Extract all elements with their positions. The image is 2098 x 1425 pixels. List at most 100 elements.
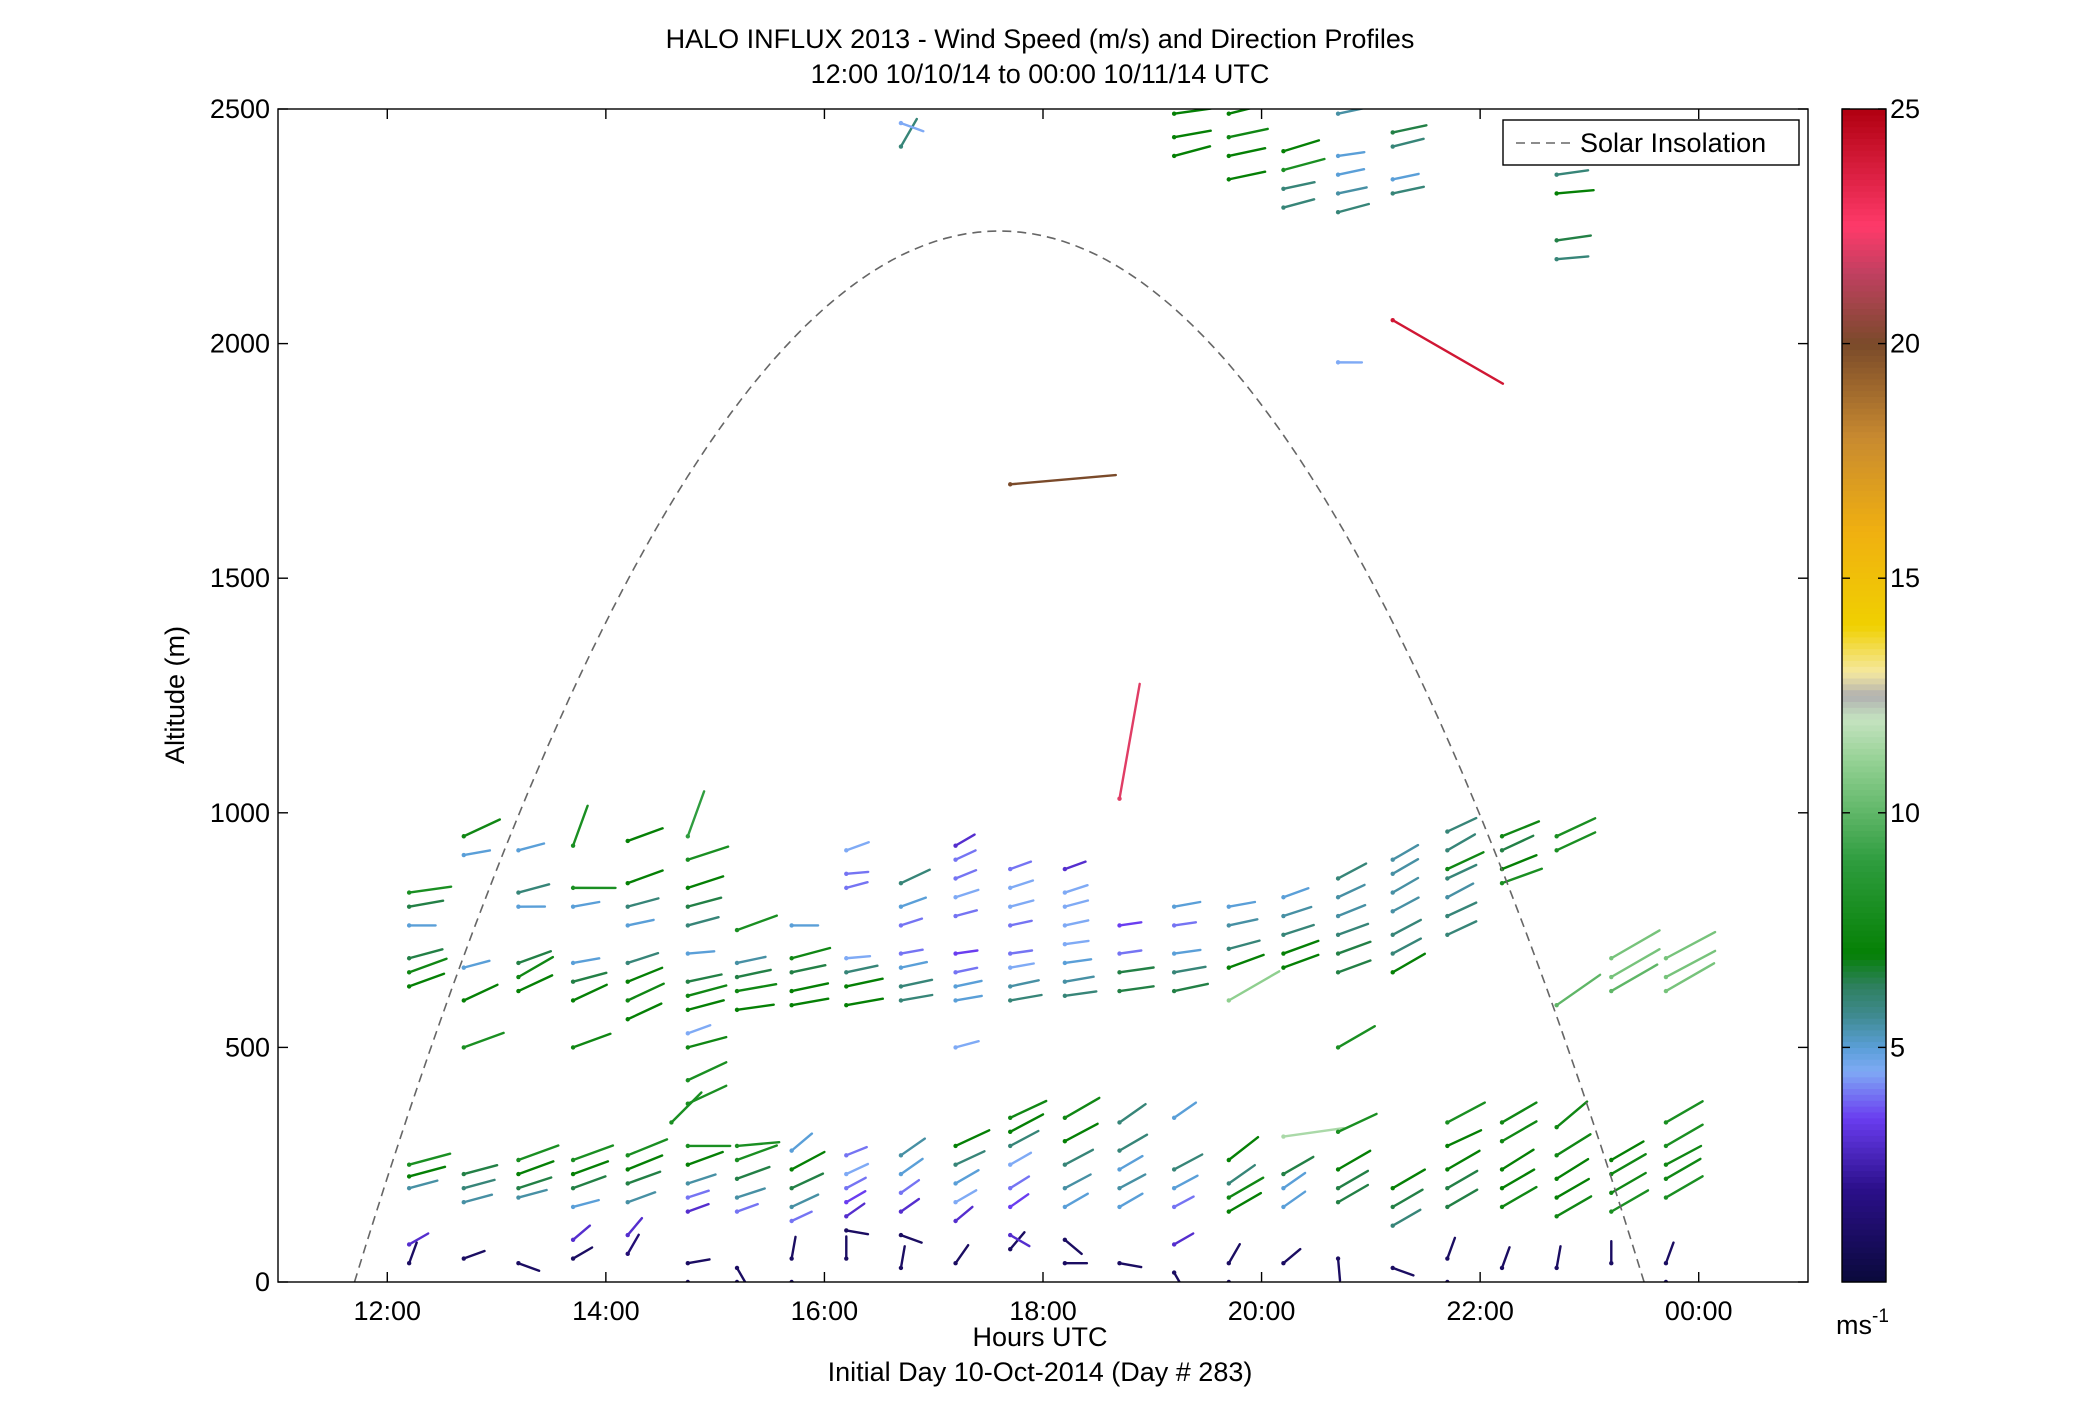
wind-barb-origin xyxy=(1554,172,1559,177)
wind-barb xyxy=(845,955,872,960)
wind-barb-origin xyxy=(1171,1242,1177,1247)
wind-barb xyxy=(1446,851,1485,871)
wind-barb-origin xyxy=(1171,1167,1177,1172)
wind-barb xyxy=(954,849,977,861)
colorbar-cell xyxy=(1842,150,1886,157)
plot-area-frame xyxy=(277,108,1809,1283)
wind-barb-origin xyxy=(898,144,904,149)
wind-barb-origin xyxy=(1008,1185,1013,1191)
colorbar-tick-label: 20 xyxy=(1890,329,1920,359)
wind-barb xyxy=(1555,169,1590,176)
wind-barb-origin xyxy=(898,984,904,989)
wind-barb xyxy=(1500,1185,1538,1209)
wind-barb-origin xyxy=(461,965,466,970)
wind-barb-origin xyxy=(461,1185,466,1191)
wind-barb xyxy=(1063,990,1098,997)
wind-barb-origin xyxy=(1499,880,1505,886)
wind-barb-origin xyxy=(953,913,958,919)
wind-barb-origin xyxy=(406,956,412,961)
colorbar-cell xyxy=(1842,367,1886,374)
wind-barb-origin xyxy=(844,1228,849,1233)
wind-barb xyxy=(1172,1232,1195,1246)
wind-barb xyxy=(1555,255,1590,261)
colorbar-cell xyxy=(1842,413,1886,421)
wind-barb-origin xyxy=(898,923,904,928)
wind-barb-origin xyxy=(1335,191,1341,196)
wind-barb-origin xyxy=(789,988,794,994)
wind-barb xyxy=(1118,1192,1144,1209)
wind-barb xyxy=(626,1233,640,1256)
wind-barb xyxy=(626,897,660,908)
wind-barb xyxy=(1282,1190,1307,1209)
colorbar-frame xyxy=(1841,108,1887,1283)
wind-barb-origin xyxy=(625,1200,630,1205)
colorbar-cell xyxy=(1842,689,1886,697)
wind-barb-origin xyxy=(1226,904,1231,909)
wind-barb-origin xyxy=(844,1214,849,1219)
wind-barb xyxy=(686,1189,710,1199)
wind-barb-origin xyxy=(1226,1157,1231,1163)
wind-barb xyxy=(1555,188,1595,195)
colorbar-cell xyxy=(1842,947,1886,955)
colorbar-cell xyxy=(1842,1094,1886,1101)
wind-barb-origin xyxy=(734,1209,740,1214)
wind-barb xyxy=(1664,1175,1704,1199)
colorbar-cell xyxy=(1842,777,1886,785)
wind-barb-origin xyxy=(1008,1232,1013,1238)
wind-barb xyxy=(845,1162,870,1176)
chart-title: HALO INFLUX 2013 - Wind Speed (m/s) and … xyxy=(666,24,1415,54)
wind-barb-origin xyxy=(898,1209,904,1214)
colorbar-cell xyxy=(1842,114,1886,122)
wind-barb-origin xyxy=(953,1218,958,1224)
colorbar-cell xyxy=(1842,501,1886,509)
wind-barb-origin xyxy=(461,1200,466,1205)
colorbar-cell xyxy=(1842,842,1886,849)
wind-barb xyxy=(1391,952,1427,974)
colorbar-cell xyxy=(1842,935,1886,943)
wind-barb-origin xyxy=(1390,177,1395,182)
wind-barb-origin xyxy=(1008,1246,1013,1252)
colorbar-cell xyxy=(1842,1205,1886,1213)
colorbar-cell xyxy=(1842,959,1886,966)
wind-barb xyxy=(1391,843,1420,861)
wind-barb xyxy=(686,1173,717,1185)
colorbar-cell xyxy=(1842,537,1886,544)
wind-barb-origin xyxy=(1390,1223,1395,1228)
colorbar-cell xyxy=(1842,1012,1886,1019)
wind-barb-origin xyxy=(1117,970,1122,975)
wind-barb-origin xyxy=(734,1143,740,1149)
wind-barb-origin xyxy=(1281,205,1286,210)
wind-barb-origin xyxy=(625,960,630,966)
wind-barb xyxy=(1336,1257,1342,1282)
colorbar-cell xyxy=(1842,443,1886,450)
wind-barb-origin xyxy=(1499,1265,1505,1271)
wind-barb-origin xyxy=(1008,885,1013,891)
colorbar-cell xyxy=(1842,1246,1886,1254)
wind-barb xyxy=(407,972,446,988)
wind-barb xyxy=(571,971,608,983)
wind-barb xyxy=(1555,1133,1592,1157)
wind-barb-origin xyxy=(1281,186,1286,191)
colorbar-cell xyxy=(1842,918,1886,925)
colorbar-cell xyxy=(1842,349,1886,356)
colorbar-cell xyxy=(1842,531,1886,538)
wind-barb-origin xyxy=(1554,1124,1559,1130)
wind-barb xyxy=(790,997,830,1007)
wind-barb-origin xyxy=(1117,796,1122,801)
wind-barb xyxy=(954,833,976,847)
wind-barb xyxy=(1500,1246,1511,1270)
colorbar-cell xyxy=(1842,824,1886,831)
colorbar-cell xyxy=(1842,1018,1886,1025)
wind-barb xyxy=(954,888,980,899)
wind-barb xyxy=(899,978,934,988)
colorbar-cell xyxy=(1842,1059,1886,1066)
colorbar-cell xyxy=(1842,396,1886,403)
wind-barb-origin xyxy=(1445,829,1450,834)
wind-barb xyxy=(1009,1151,1033,1166)
wind-barb-origin xyxy=(1554,238,1559,243)
wind-barb-origin xyxy=(461,998,466,1003)
wind-barb xyxy=(1446,1236,1457,1260)
wind-barb xyxy=(790,982,830,993)
wind-barb-origin xyxy=(1281,149,1286,154)
wind-barb xyxy=(1172,145,1212,158)
